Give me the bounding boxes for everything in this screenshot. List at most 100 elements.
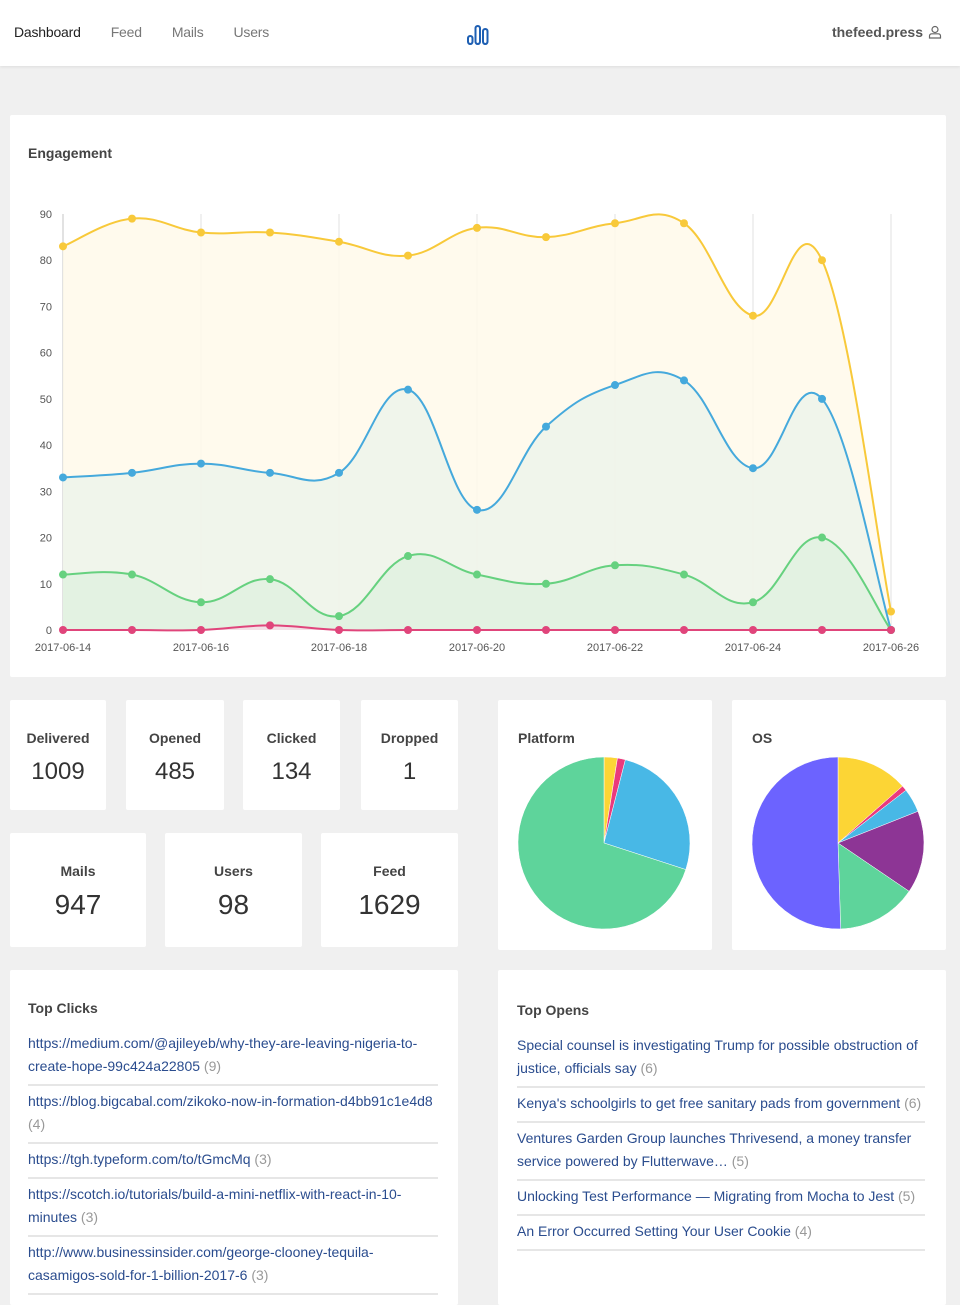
data-point-dropped[interactable]	[59, 626, 67, 634]
nav-feed[interactable]: Feed	[110, 24, 142, 40]
data-point-delivered[interactable]	[266, 228, 274, 237]
data-point-opened[interactable]	[266, 468, 274, 477]
data-point-opened[interactable]	[404, 385, 412, 394]
data-point-dropped[interactable]	[887, 626, 895, 634]
data-point-delivered[interactable]	[818, 256, 826, 265]
pie-slice[interactable]	[837, 811, 925, 892]
data-point-opened[interactable]	[611, 381, 619, 390]
top-click-link[interactable]: http://www.businessinsider.com/george-cl…	[28, 1244, 374, 1283]
top-open-link[interactable]: An Error Occurred Setting Your User Cook…	[517, 1223, 791, 1239]
data-point-opened[interactable]	[749, 464, 757, 473]
click-count: (3)	[254, 1151, 272, 1167]
list-item: https://medium.com/@ajileyeb/why-they-ar…	[28, 1028, 438, 1086]
data-point-clicked[interactable]	[197, 598, 205, 607]
stat-dropped: Dropped 1	[361, 700, 458, 810]
pie-slice[interactable]	[751, 756, 841, 930]
data-point-dropped[interactable]	[197, 626, 205, 634]
data-point-clicked[interactable]	[59, 570, 67, 579]
top-open-link[interactable]: Ventures Garden Group launches Thrivesen…	[517, 1130, 912, 1169]
top-clicks-list: https://medium.com/@ajileyeb/why-they-ar…	[28, 1028, 438, 1295]
data-point-clicked[interactable]	[128, 570, 136, 579]
data-point-clicked[interactable]	[404, 552, 412, 561]
data-point-dropped[interactable]	[611, 626, 619, 634]
data-point-delivered[interactable]	[197, 228, 205, 237]
stat-label: Opened	[148, 730, 202, 746]
stat-value: 947	[54, 889, 102, 920]
stat-label: Delivered	[26, 730, 90, 746]
data-point-dropped[interactable]	[542, 626, 550, 634]
stat-label: Dropped	[380, 730, 439, 746]
data-point-opened[interactable]	[197, 459, 205, 468]
data-point-clicked[interactable]	[542, 579, 550, 588]
top-open-link[interactable]: Kenya's schoolgirls to get free sanitary…	[517, 1095, 901, 1111]
click-count: (9)	[203, 1058, 222, 1074]
engagement-card: 2017-06-14 2017-06-16 2017-06-18 2017-06-20…	[10, 115, 946, 677]
data-point-dropped[interactable]	[404, 626, 412, 634]
top-click-link[interactable]: https://tgh.typeform.com/to/tGmcMq	[28, 1151, 251, 1167]
data-point-clicked[interactable]	[473, 570, 481, 579]
pie-slice[interactable]	[837, 756, 903, 844]
data-point-dropped[interactable]	[749, 626, 757, 634]
data-point-opened[interactable]	[59, 473, 67, 482]
data-point-opened[interactable]	[128, 468, 136, 477]
stat-value: 1	[402, 758, 417, 785]
data-point-delivered[interactable]	[611, 219, 619, 228]
list-item: https://blog.bigcabal.com/zikoko-now-in-…	[28, 1086, 438, 1144]
list-item: Unlocking Test Performance — Migrating f…	[517, 1181, 925, 1216]
os-card: OS	[732, 700, 946, 950]
top-click-link[interactable]: https://medium.com/@ajileyeb/why-they-ar…	[28, 1035, 418, 1074]
open-count: (6)	[904, 1095, 922, 1111]
data-point-dropped[interactable]	[680, 626, 688, 634]
data-point-clicked[interactable]	[266, 575, 274, 584]
pie-slice[interactable]	[603, 759, 691, 870]
data-point-delivered[interactable]	[680, 219, 688, 228]
data-point-delivered[interactable]	[128, 214, 136, 223]
click-count: (3)	[251, 1267, 269, 1283]
top-opens-list: Special counsel is investigating Trump f…	[517, 1030, 925, 1251]
data-point-dropped[interactable]	[818, 626, 826, 634]
nav-mails[interactable]: Mails	[171, 24, 204, 40]
account-menu[interactable]: thefeed.press	[832, 24, 942, 40]
top-navbar: Dashboard Feed Mails Users thefeed.press	[0, 0, 960, 66]
data-point-delivered[interactable]	[473, 223, 481, 232]
stat-users: Users 98	[165, 833, 302, 947]
user-icon	[928, 25, 942, 39]
data-point-delivered[interactable]	[404, 251, 412, 260]
data-point-clicked[interactable]	[335, 612, 343, 621]
platform-card: Platform	[498, 700, 712, 950]
data-point-delivered[interactable]	[887, 607, 895, 616]
y-tick-label: 40	[40, 440, 52, 452]
data-point-clicked[interactable]	[611, 561, 619, 570]
top-open-link[interactable]: Unlocking Test Performance — Migrating f…	[517, 1188, 895, 1204]
data-point-opened[interactable]	[473, 505, 481, 514]
list-item: https://scotch.io/tutorials/build-a-mini…	[28, 1179, 438, 1237]
top-click-link[interactable]: https://blog.bigcabal.com/zikoko-now-in-…	[28, 1093, 433, 1109]
nav-dashboard[interactable]: Dashboard	[14, 24, 81, 40]
data-point-dropped[interactable]	[473, 626, 481, 634]
data-point-clicked[interactable]	[749, 598, 757, 607]
data-point-dropped[interactable]	[335, 626, 343, 634]
stat-label: Feed	[373, 863, 406, 879]
nav-users[interactable]: Users	[233, 24, 270, 40]
data-point-delivered[interactable]	[335, 237, 343, 246]
pie-slice[interactable]	[837, 842, 910, 930]
data-point-opened[interactable]	[335, 468, 343, 477]
data-point-delivered[interactable]	[749, 311, 757, 320]
stat-value: 1629	[358, 889, 421, 920]
data-point-dropped[interactable]	[266, 621, 274, 630]
pie-slice[interactable]	[517, 756, 687, 930]
data-point-delivered[interactable]	[59, 242, 67, 251]
data-point-clicked[interactable]	[818, 533, 826, 542]
data-point-opened[interactable]	[542, 422, 550, 431]
data-point-opened[interactable]	[680, 376, 688, 385]
data-point-delivered[interactable]	[542, 233, 550, 242]
data-point-dropped[interactable]	[128, 626, 136, 634]
stat-label: Mails	[60, 863, 96, 879]
os-pie-chart	[751, 756, 925, 930]
data-point-opened[interactable]	[818, 394, 826, 403]
data-point-clicked[interactable]	[680, 570, 688, 579]
top-click-link[interactable]: https://scotch.io/tutorials/build-a-mini…	[28, 1186, 402, 1225]
top-open-link[interactable]: Special counsel is investigating Trump f…	[517, 1037, 918, 1076]
click-count: (4)	[28, 1116, 46, 1132]
bar-chart-logo-icon[interactable]	[466, 24, 490, 46]
